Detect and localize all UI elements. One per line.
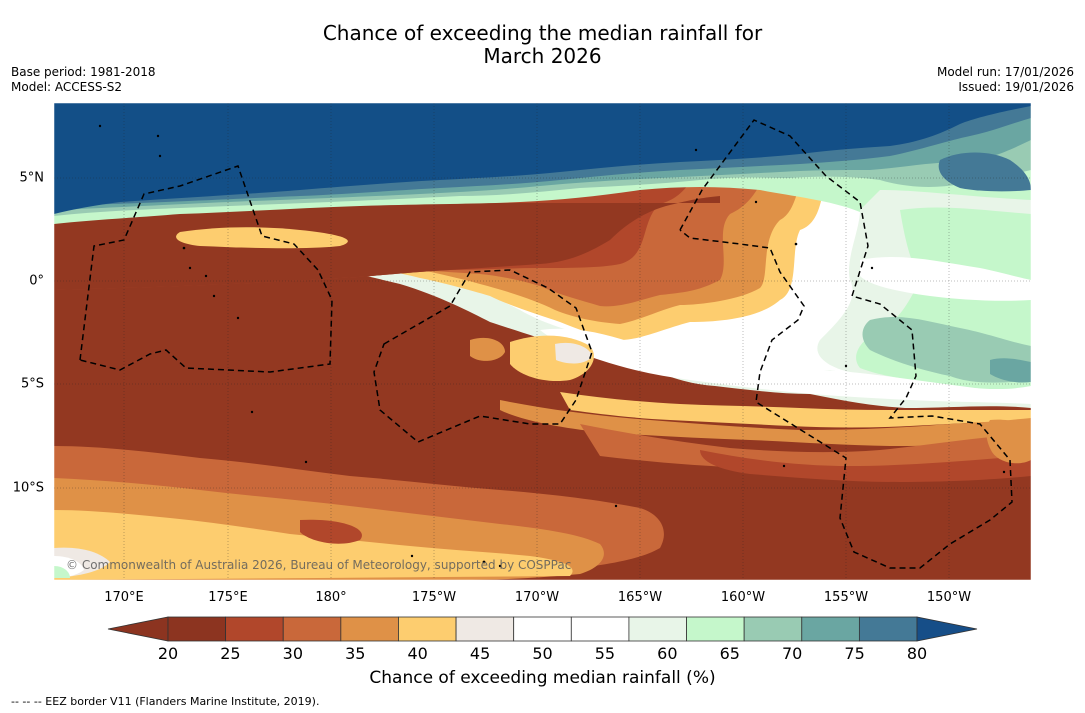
colorbar-bin-50 bbox=[513, 616, 572, 642]
lat-label-0: 0° bbox=[29, 273, 44, 289]
south-yellow-band bbox=[560, 392, 1031, 428]
colorbar-tick-30: 30 bbox=[282, 644, 304, 663]
colorbar bbox=[107, 616, 978, 642]
south-orange-band bbox=[500, 400, 1031, 446]
northeast-blue-patch bbox=[938, 152, 1031, 192]
colorbar-bin-20 bbox=[167, 616, 227, 642]
lat-label-10s: 10°S bbox=[12, 480, 44, 496]
islands bbox=[98, 124, 1006, 568]
colorbar-bin-70 bbox=[743, 616, 803, 642]
east-sage-patch bbox=[862, 317, 1031, 383]
southwest-brown-patch bbox=[300, 519, 362, 544]
colorbar-bin-25 bbox=[225, 616, 284, 642]
colorbar-tick-40: 40 bbox=[407, 644, 428, 663]
lat-label-5s: 5°S bbox=[20, 376, 44, 392]
east-teal-patch bbox=[990, 358, 1031, 383]
lon-label-165w: 165°W bbox=[617, 590, 663, 605]
model-run-date: Model run: 17/01/2026 bbox=[936, 65, 1074, 79]
central-grey-white-patch bbox=[555, 342, 592, 364]
colorbar-boxes bbox=[167, 616, 918, 642]
colorbar-tick-70: 70 bbox=[781, 644, 803, 663]
south-red-brown-band bbox=[700, 450, 1031, 482]
central-orange-patch bbox=[470, 337, 505, 361]
colorbar-bin-80 bbox=[858, 616, 918, 642]
colorbar-tick-75: 75 bbox=[844, 644, 865, 663]
colorbar-bin-55 bbox=[570, 616, 630, 642]
rainfall-map bbox=[54, 103, 1031, 580]
issued-date: Issued: 19/01/2026 bbox=[958, 80, 1074, 94]
eez-borders bbox=[79, 119, 1013, 569]
eez-footnote: -- -- -- EEZ border V11 (Flanders Marine… bbox=[11, 695, 320, 708]
southwest-green-patch bbox=[54, 566, 70, 578]
west-yellow-streak bbox=[176, 227, 348, 249]
brown-core bbox=[54, 196, 720, 290]
south-dark-orange-band bbox=[580, 424, 1031, 471]
colorbar-bin-30 bbox=[282, 616, 342, 642]
colorbar-bin-65 bbox=[686, 616, 745, 642]
colorbar-tick-60: 60 bbox=[657, 644, 678, 663]
colorbar-bin-45 bbox=[455, 616, 515, 642]
copyright-notice: © Commonwealth of Australia 2026, Bureau… bbox=[66, 558, 572, 572]
colorbar-under-arrow bbox=[107, 616, 169, 642]
eez-kiribati-line bbox=[679, 119, 1013, 569]
lon-label-155w: 155°W bbox=[823, 590, 869, 605]
map-title-line2: March 2026 bbox=[483, 44, 602, 68]
eez-kiribati-gilbert bbox=[79, 165, 333, 373]
colorbar-bin-40 bbox=[398, 616, 457, 642]
central-white-tongue bbox=[540, 328, 1031, 404]
map-title-line1: Chance of exceeding the median rainfall … bbox=[322, 21, 763, 45]
east-orange-patch bbox=[986, 419, 1031, 464]
lon-label-170e: 170°E bbox=[104, 590, 144, 605]
lon-label-175w: 175°W bbox=[411, 590, 457, 605]
graticule bbox=[54, 103, 1031, 580]
lon-label-160w: 160°W bbox=[720, 590, 766, 605]
deep-blue-region bbox=[54, 103, 1031, 214]
colorbar-tick-20: 20 bbox=[157, 644, 179, 663]
east-white-patch bbox=[860, 257, 1031, 301]
southwest-yellow-region bbox=[54, 510, 573, 580]
colorbar-tick-25: 25 bbox=[220, 644, 241, 663]
colorbar-bin-75 bbox=[801, 616, 860, 642]
meta-left: Base period: 1981-2018 Model: ACCESS-S2 bbox=[11, 65, 156, 95]
lon-label-175e: 175°E bbox=[208, 590, 248, 605]
colorbar-tick-35: 35 bbox=[345, 644, 366, 663]
colorbar-tick-50: 50 bbox=[532, 644, 553, 663]
colorbar-tick-45: 45 bbox=[469, 644, 491, 663]
colorbar-over-arrow bbox=[916, 616, 978, 642]
meta-right: Model run: 17/01/2026 Issued: 19/01/2026 bbox=[937, 65, 1074, 95]
map-frame bbox=[53, 102, 1032, 581]
lon-label-150w: 150°W bbox=[926, 590, 972, 605]
colorbar-bin-35 bbox=[340, 616, 399, 642]
colorbar-bin-60 bbox=[628, 616, 687, 642]
model-name: Model: ACCESS-S2 bbox=[11, 80, 123, 94]
lat-label-5n: 5°N bbox=[19, 170, 45, 186]
colorbar-tick-55: 55 bbox=[594, 644, 616, 663]
colorbar-title: Chance of exceeding median rainfall (%) bbox=[369, 668, 716, 688]
lon-label-170w: 170°W bbox=[514, 590, 560, 605]
lon-label-180: 180° bbox=[315, 590, 347, 605]
base-period: Base period: 1981-2018 bbox=[11, 65, 156, 79]
colorbar-tick-80: 80 bbox=[906, 644, 928, 663]
colorbar-tick-65: 65 bbox=[719, 644, 740, 663]
